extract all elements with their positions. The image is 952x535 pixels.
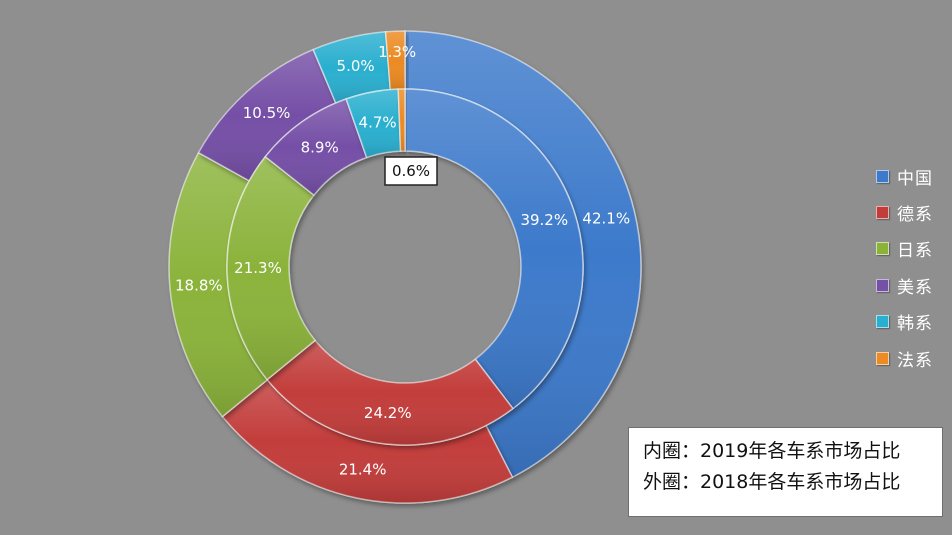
- inner-ring-label-american: 8.9%: [301, 138, 339, 156]
- outer-ring-slice-gloss-korean: [313, 31, 391, 104]
- legend-label-korean: 韩系: [897, 314, 933, 335]
- ring-note-box: 内圈：2019年各车系市场占比 外圈：2018年各车系市场占比: [628, 427, 943, 517]
- legend-label-american: 美系: [897, 277, 933, 298]
- outer-ring-label-german: 21.4%: [339, 461, 387, 479]
- inner-ring-slice-gloss-korean: [346, 89, 401, 158]
- chart-legend: 中国 德系 日系 美系 韩系 法系: [876, 158, 948, 376]
- legend-swatch-korean: [876, 315, 889, 329]
- inner-ring-slice-gloss-japanese: [226, 156, 316, 380]
- inner-ring-slice-gloss-german: [267, 340, 513, 446]
- legend-item-american: 美系: [876, 267, 948, 303]
- inner-ring-slice-gloss-french: [398, 89, 405, 152]
- note-outer-ring: 外圈：2018年各车系市场占比: [643, 471, 901, 493]
- inner-ring-label-china: 39.2%: [520, 211, 568, 229]
- outer-ring-label-french: 1.3%: [378, 43, 416, 61]
- outer-ring-label-korean: 5.0%: [337, 57, 375, 75]
- outer-ring-label-japanese: 18.8%: [175, 277, 223, 295]
- legend-item-japanese: 日系: [876, 231, 948, 267]
- legend-label-china: 中国: [897, 168, 933, 189]
- legend-swatch-american: [876, 278, 889, 292]
- chart-data-labels: 42.1% 21.4% 18.8% 10.5% 5.0%1.3% 39.2% 24.2% 21…: [175, 43, 630, 478]
- outer-ring-label-american: 10.5%: [243, 104, 291, 122]
- inner-ring-label-german: 24.2%: [364, 404, 412, 422]
- chart-slices: [168, 30, 642, 504]
- legend-item-korean: 韩系: [876, 304, 948, 340]
- legend-label-japanese: 日系: [897, 241, 933, 262]
- legend-swatch-japanese: [876, 242, 889, 256]
- legend-label-french: 法系: [897, 350, 933, 371]
- inner-ring-slice-gloss-american: [265, 98, 367, 196]
- outer-ring-slice-gloss-japanese: [168, 152, 268, 417]
- inner-ring-label-box-french: [384, 156, 438, 186]
- inner-ring-label-korean: 4.7%: [359, 114, 397, 132]
- legend-item-french: 法系: [876, 340, 948, 376]
- legend-item-german: 德系: [876, 194, 948, 230]
- legend-label-german: 德系: [897, 205, 933, 226]
- inner-ring-slice-gloss-china: [405, 89, 584, 409]
- outer-ring-slice-gloss-china: [405, 31, 641, 478]
- inner-ring-label-japanese: 21.3%: [234, 259, 282, 277]
- outer-ring-slice-gloss-american: [198, 49, 336, 181]
- outer-ring-slice-gloss-french: [385, 31, 405, 90]
- legend-swatch-french: [876, 351, 889, 365]
- note-inner-ring: 内圈：2019年各车系市场占比: [643, 440, 901, 462]
- legend-item-china: 中国: [876, 158, 948, 194]
- outer-ring-label-china: 42.1%: [582, 210, 630, 228]
- legend-swatch-german: [876, 206, 889, 220]
- legend-swatch-china: [876, 169, 889, 183]
- inner-ring-label-french: 0.6%: [392, 162, 430, 180]
